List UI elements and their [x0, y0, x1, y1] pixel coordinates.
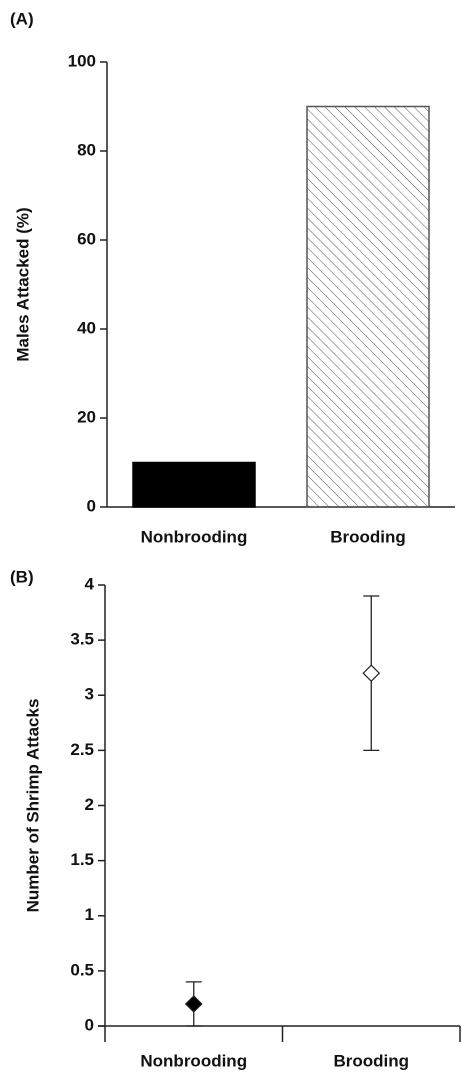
- y-tick-label: 0: [85, 1015, 94, 1034]
- bar: [306, 105, 430, 508]
- y-tick-label: 3.5: [70, 630, 94, 649]
- y-tick-label: 1: [85, 905, 94, 924]
- x-tick-label: Brooding: [333, 1051, 409, 1070]
- y-tick-label: 0.5: [70, 960, 94, 979]
- point-marker: [184, 995, 203, 1013]
- y-axis-label: Number of Shrimp Attacks: [23, 699, 42, 913]
- y-tick-label: 20: [77, 407, 96, 426]
- x-tick-label: Nonbrooding: [141, 527, 248, 546]
- panel-label: (A): [10, 9, 34, 28]
- point-marker: [362, 664, 381, 683]
- y-tick-label: 60: [77, 229, 96, 248]
- y-tick-label: 4: [85, 574, 95, 593]
- y-tick-label: 1.5: [70, 850, 94, 869]
- y-tick-label: 3: [85, 685, 94, 704]
- y-tick-label: 0: [87, 496, 96, 515]
- panel-label: (B): [10, 567, 34, 586]
- x-tick-label: Nonbrooding: [140, 1051, 247, 1070]
- y-tick-label: 100: [68, 51, 96, 70]
- y-tick-label: 2: [85, 795, 94, 814]
- y-tick-label: 2.5: [70, 740, 94, 759]
- bar: [132, 461, 256, 508]
- y-axis-label: Males Attacked (%): [13, 207, 32, 361]
- x-tick-label: Brooding: [330, 527, 406, 546]
- y-tick-label: 80: [77, 140, 96, 159]
- y-tick-label: 40: [77, 318, 96, 337]
